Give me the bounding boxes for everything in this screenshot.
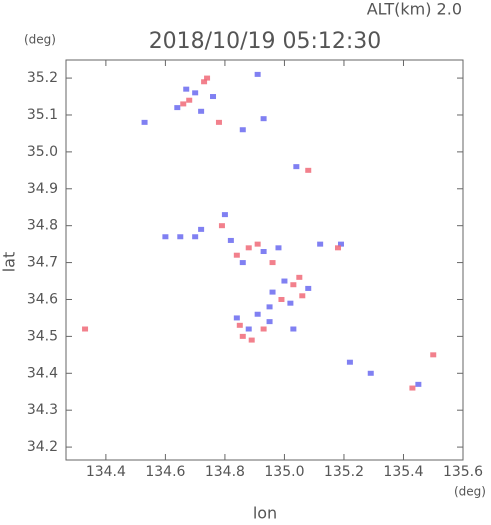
- radar-echo: [239, 260, 246, 266]
- radar-echo: [346, 359, 353, 365]
- radar-echo: [248, 337, 255, 343]
- radar-echo: [254, 241, 261, 247]
- radar-echo: [198, 108, 205, 114]
- radar-echo: [415, 381, 422, 387]
- radar-echo: [180, 101, 187, 107]
- radar-echo: [299, 293, 306, 299]
- y-tick-label: 34.7: [27, 255, 58, 271]
- plot-frame: [65, 59, 464, 461]
- radar-echo: [305, 285, 312, 291]
- radar-echo: [269, 289, 276, 295]
- radar-echo: [260, 326, 267, 332]
- radar-echo: [82, 326, 89, 332]
- radar-echo: [239, 333, 246, 339]
- radar-echo: [215, 119, 222, 125]
- radar-echo: [275, 245, 282, 251]
- x-axis-label: lon: [253, 504, 277, 522]
- radar-echo: [317, 241, 324, 247]
- radar-echo: [281, 278, 288, 284]
- y-tick-label: 34.9: [27, 181, 58, 197]
- y-tick-label: 35.1: [27, 107, 58, 123]
- radar-echo: [174, 105, 181, 111]
- radar-echo: [430, 352, 437, 358]
- radar-echo: [254, 71, 261, 77]
- radar-echo: [218, 223, 225, 229]
- radar-echo: [204, 75, 211, 81]
- y-tick-label: 34.6: [27, 291, 58, 307]
- radar-echo: [266, 319, 273, 325]
- y-tick-label: 34.4: [27, 365, 58, 381]
- x-tick-label: 134.8: [205, 464, 245, 480]
- radar-echo: [198, 226, 205, 232]
- radar-echo: [305, 167, 312, 173]
- radar-echo: [233, 252, 240, 258]
- radar-echo: [245, 245, 252, 251]
- radar-echo: [183, 86, 190, 92]
- radar-echo: [290, 326, 297, 332]
- radar-echo: [287, 300, 294, 306]
- x-tick-label: 134.6: [145, 464, 185, 480]
- radar-echo: [233, 315, 240, 321]
- radar-echo: [245, 326, 252, 332]
- x-unit: (deg): [454, 485, 486, 499]
- radar-echo: [290, 282, 297, 288]
- radar-echo: [409, 385, 416, 391]
- radar-echo: [293, 164, 300, 170]
- radar-echo: [254, 311, 261, 317]
- radar-echo: [177, 234, 184, 240]
- radar-echo: [201, 79, 208, 85]
- x-tick-label: 135.0: [264, 464, 304, 480]
- radar-echo: [239, 127, 246, 133]
- radar-echo: [192, 234, 199, 240]
- radar-echo: [221, 212, 228, 218]
- x-tick-label: 135.6: [443, 464, 483, 480]
- chart-title: 2018/10/19 05:12:30: [149, 29, 382, 54]
- radar-echo: [296, 274, 303, 280]
- y-tick-label: 34.3: [27, 402, 58, 418]
- radar-echo: [210, 94, 217, 100]
- radar-echo: [335, 245, 342, 251]
- y-tick-label: 34.5: [27, 328, 58, 344]
- radar-echo: [266, 304, 273, 310]
- radar-echo: [236, 322, 243, 328]
- y-tick-label: 35.2: [27, 70, 58, 86]
- y-unit: (deg): [24, 33, 56, 47]
- radar-echo: [186, 97, 193, 103]
- radar-echo: [367, 370, 374, 376]
- y-tick-label: 35.0: [27, 144, 58, 160]
- x-tick-label: 134.4: [86, 464, 126, 480]
- radar-echo: [162, 234, 169, 240]
- radar-echo: [269, 260, 276, 266]
- y-axis-label: lat: [0, 252, 19, 273]
- y-tick-label: 34.8: [27, 218, 58, 234]
- radar-echo: [337, 241, 344, 247]
- radar-echo: [192, 90, 199, 96]
- x-tick-label: 135.4: [383, 464, 423, 480]
- radar-echo: [278, 296, 285, 302]
- y-tick-label: 34.2: [27, 439, 58, 455]
- altitude: ALT(km) 2.0: [367, 0, 462, 19]
- radar-echo: [260, 249, 267, 255]
- radar-echo: [260, 116, 267, 122]
- radar-echo: [141, 119, 148, 125]
- radar-echo: [227, 237, 234, 243]
- x-tick-label: 135.2: [324, 464, 364, 480]
